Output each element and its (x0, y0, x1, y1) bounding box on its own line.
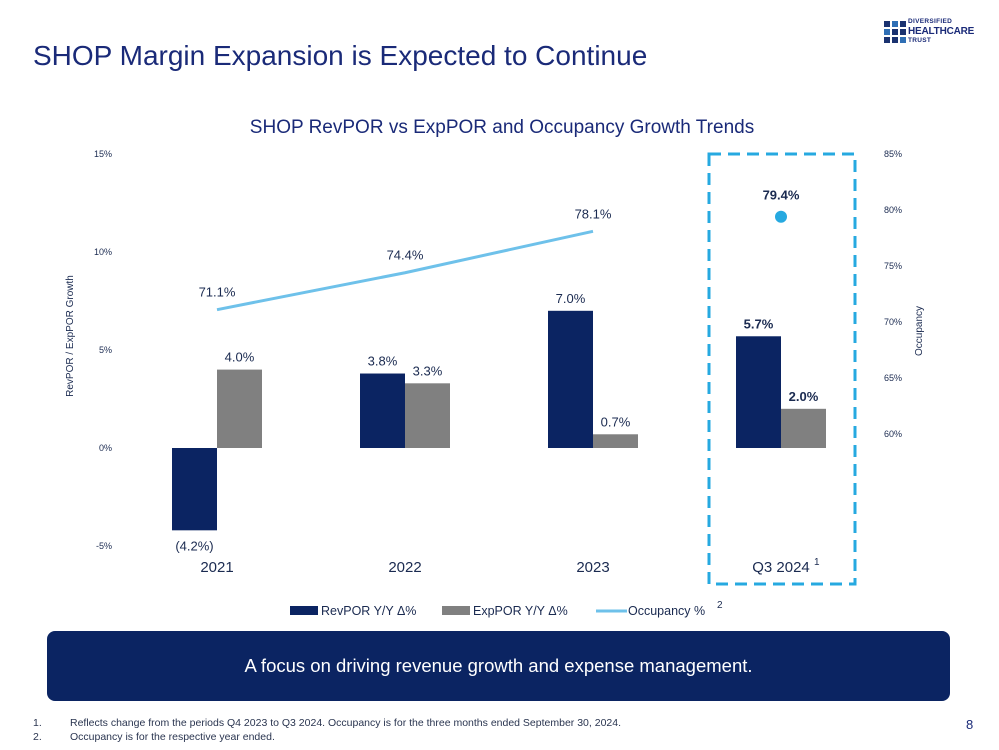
footnote-text: Reflects change from the periods Q4 2023… (70, 717, 621, 729)
footnote-1: 1. Reflects change from the periods Q4 20… (33, 717, 621, 729)
occupancy-point (775, 210, 787, 223)
footnote-text: Occupancy is for the respective year end… (70, 731, 275, 743)
legend-occupancy-label: Occupancy % (628, 604, 705, 618)
left-axis-tick-label: 10% (94, 247, 112, 257)
exppor-data-label: 4.0% (225, 350, 255, 365)
legend-exppor-swatch (442, 606, 470, 615)
chart: SHOP RevPOR vs ExpPOR and Occupancy Grow… (65, 117, 925, 618)
category-label: 2022 (388, 559, 421, 576)
left-axis-tick-label: 0% (99, 443, 112, 453)
logo-text: DIVERSIFIED HEALTHCARE TRUST (908, 18, 975, 44)
highlight-box (707, 152, 857, 586)
legend-revpor-swatch (290, 606, 318, 615)
legend-superscript: 2 (717, 600, 723, 611)
revpor-bar (548, 310, 593, 448)
footnote-number: 1. (33, 717, 42, 729)
footnote-number: 2. (33, 731, 42, 743)
legend-exppor-label: ExpPOR Y/Y Δ% (473, 604, 568, 618)
exppor-data-label: 2.0% (789, 389, 819, 404)
chart-title: SHOP RevPOR vs ExpPOR and Occupancy Grow… (250, 117, 754, 138)
exppor-bar (405, 383, 450, 448)
left-axis-tick-label: -5% (96, 541, 112, 551)
page-number: 8 (966, 717, 974, 732)
banner-text: A focus on driving revenue growth and ex… (244, 655, 753, 676)
exppor-bar (217, 369, 262, 448)
company-logo: DIVERSIFIED HEALTHCARE TRUST (884, 18, 974, 47)
occupancy-data-label: 78.1% (575, 206, 612, 221)
exppor-data-label: 3.3% (413, 363, 443, 378)
page-title: SHOP Margin Expansion is Expected to Con… (33, 40, 648, 71)
right-axis-tick-label: 70% (884, 317, 902, 327)
revpor-data-label: 5.7% (744, 316, 774, 331)
category-label: Q3 2024 (752, 559, 810, 576)
right-axis-tick-label: 65% (884, 373, 902, 383)
summary-banner: A focus on driving revenue growth and ex… (47, 631, 950, 701)
occupancy-data-label: 71.1% (199, 285, 236, 300)
logo-line-2: HEALTHCARE (908, 25, 975, 37)
revpor-bar (360, 373, 405, 448)
revpor-bar (736, 336, 781, 448)
right-axis-tick-label: 75% (884, 261, 902, 271)
exppor-bar (593, 434, 638, 448)
revpor-data-label: (4.2%) (175, 538, 213, 553)
right-axis-label: Occupancy (914, 306, 925, 356)
logo-line-3: TRUST (908, 36, 932, 44)
logo-line-1: DIVERSIFIED (908, 18, 953, 25)
left-axis-label: RevPOR / ExpPOR Growth (65, 275, 76, 397)
occupancy-data-label: 74.4% (387, 248, 424, 263)
category-label: 2023 (576, 559, 609, 576)
right-axis-tick-label: 60% (884, 429, 902, 439)
revpor-bar (172, 448, 217, 531)
logo-grid-icon (884, 21, 906, 43)
occupancy-data-label: 79.4% (763, 188, 800, 203)
revpor-data-label: 3.8% (368, 354, 398, 369)
footnote-2: 2. Occupancy is for the respective year e… (33, 731, 275, 743)
legend-revpor-label: RevPOR Y/Y Δ% (321, 604, 416, 618)
left-axis-tick-label: 15% (94, 149, 112, 159)
right-axis-tick-label: 80% (884, 205, 902, 215)
left-axis-tick-label: 5% (99, 345, 112, 355)
exppor-bar (781, 408, 826, 448)
exppor-data-label: 0.7% (601, 414, 631, 429)
revpor-data-label: 7.0% (556, 291, 586, 306)
occupancy-line (216, 229, 594, 312)
right-axis-tick-label: 85% (884, 149, 902, 159)
category-superscript: 1 (814, 557, 820, 568)
category-label: 2021 (200, 559, 233, 576)
